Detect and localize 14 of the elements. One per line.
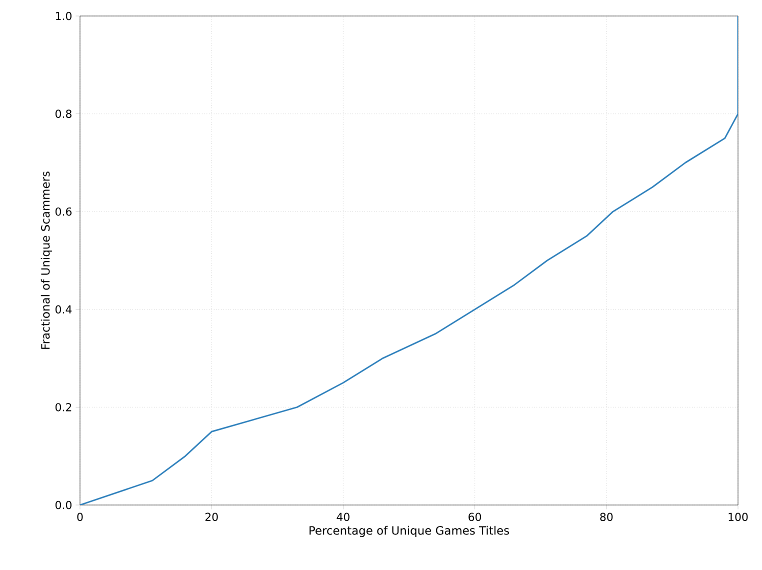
x-tick-label: 0 [77,512,83,522]
x-tick-label: 100 [728,512,748,522]
y-axis-title: Fractional of Unique Scammers [40,172,52,349]
y-tick-label: 0.4 [56,305,72,314]
y-tick-label: 0.2 [56,403,72,412]
x-axis-title: Percentage of Unique Games Titles [310,526,509,537]
x-tick-label: 60 [468,512,482,522]
y-tick-label: 0.0 [56,500,72,510]
x-tick-label: 40 [336,512,350,522]
y-tick-label: 1.0 [56,12,72,20]
y-tick-label: 0.8 [56,110,72,118]
x-tick-label: 80 [600,512,613,522]
x-tick-label: 20 [205,512,218,522]
y-tick-label: 0.6 [56,207,72,216]
